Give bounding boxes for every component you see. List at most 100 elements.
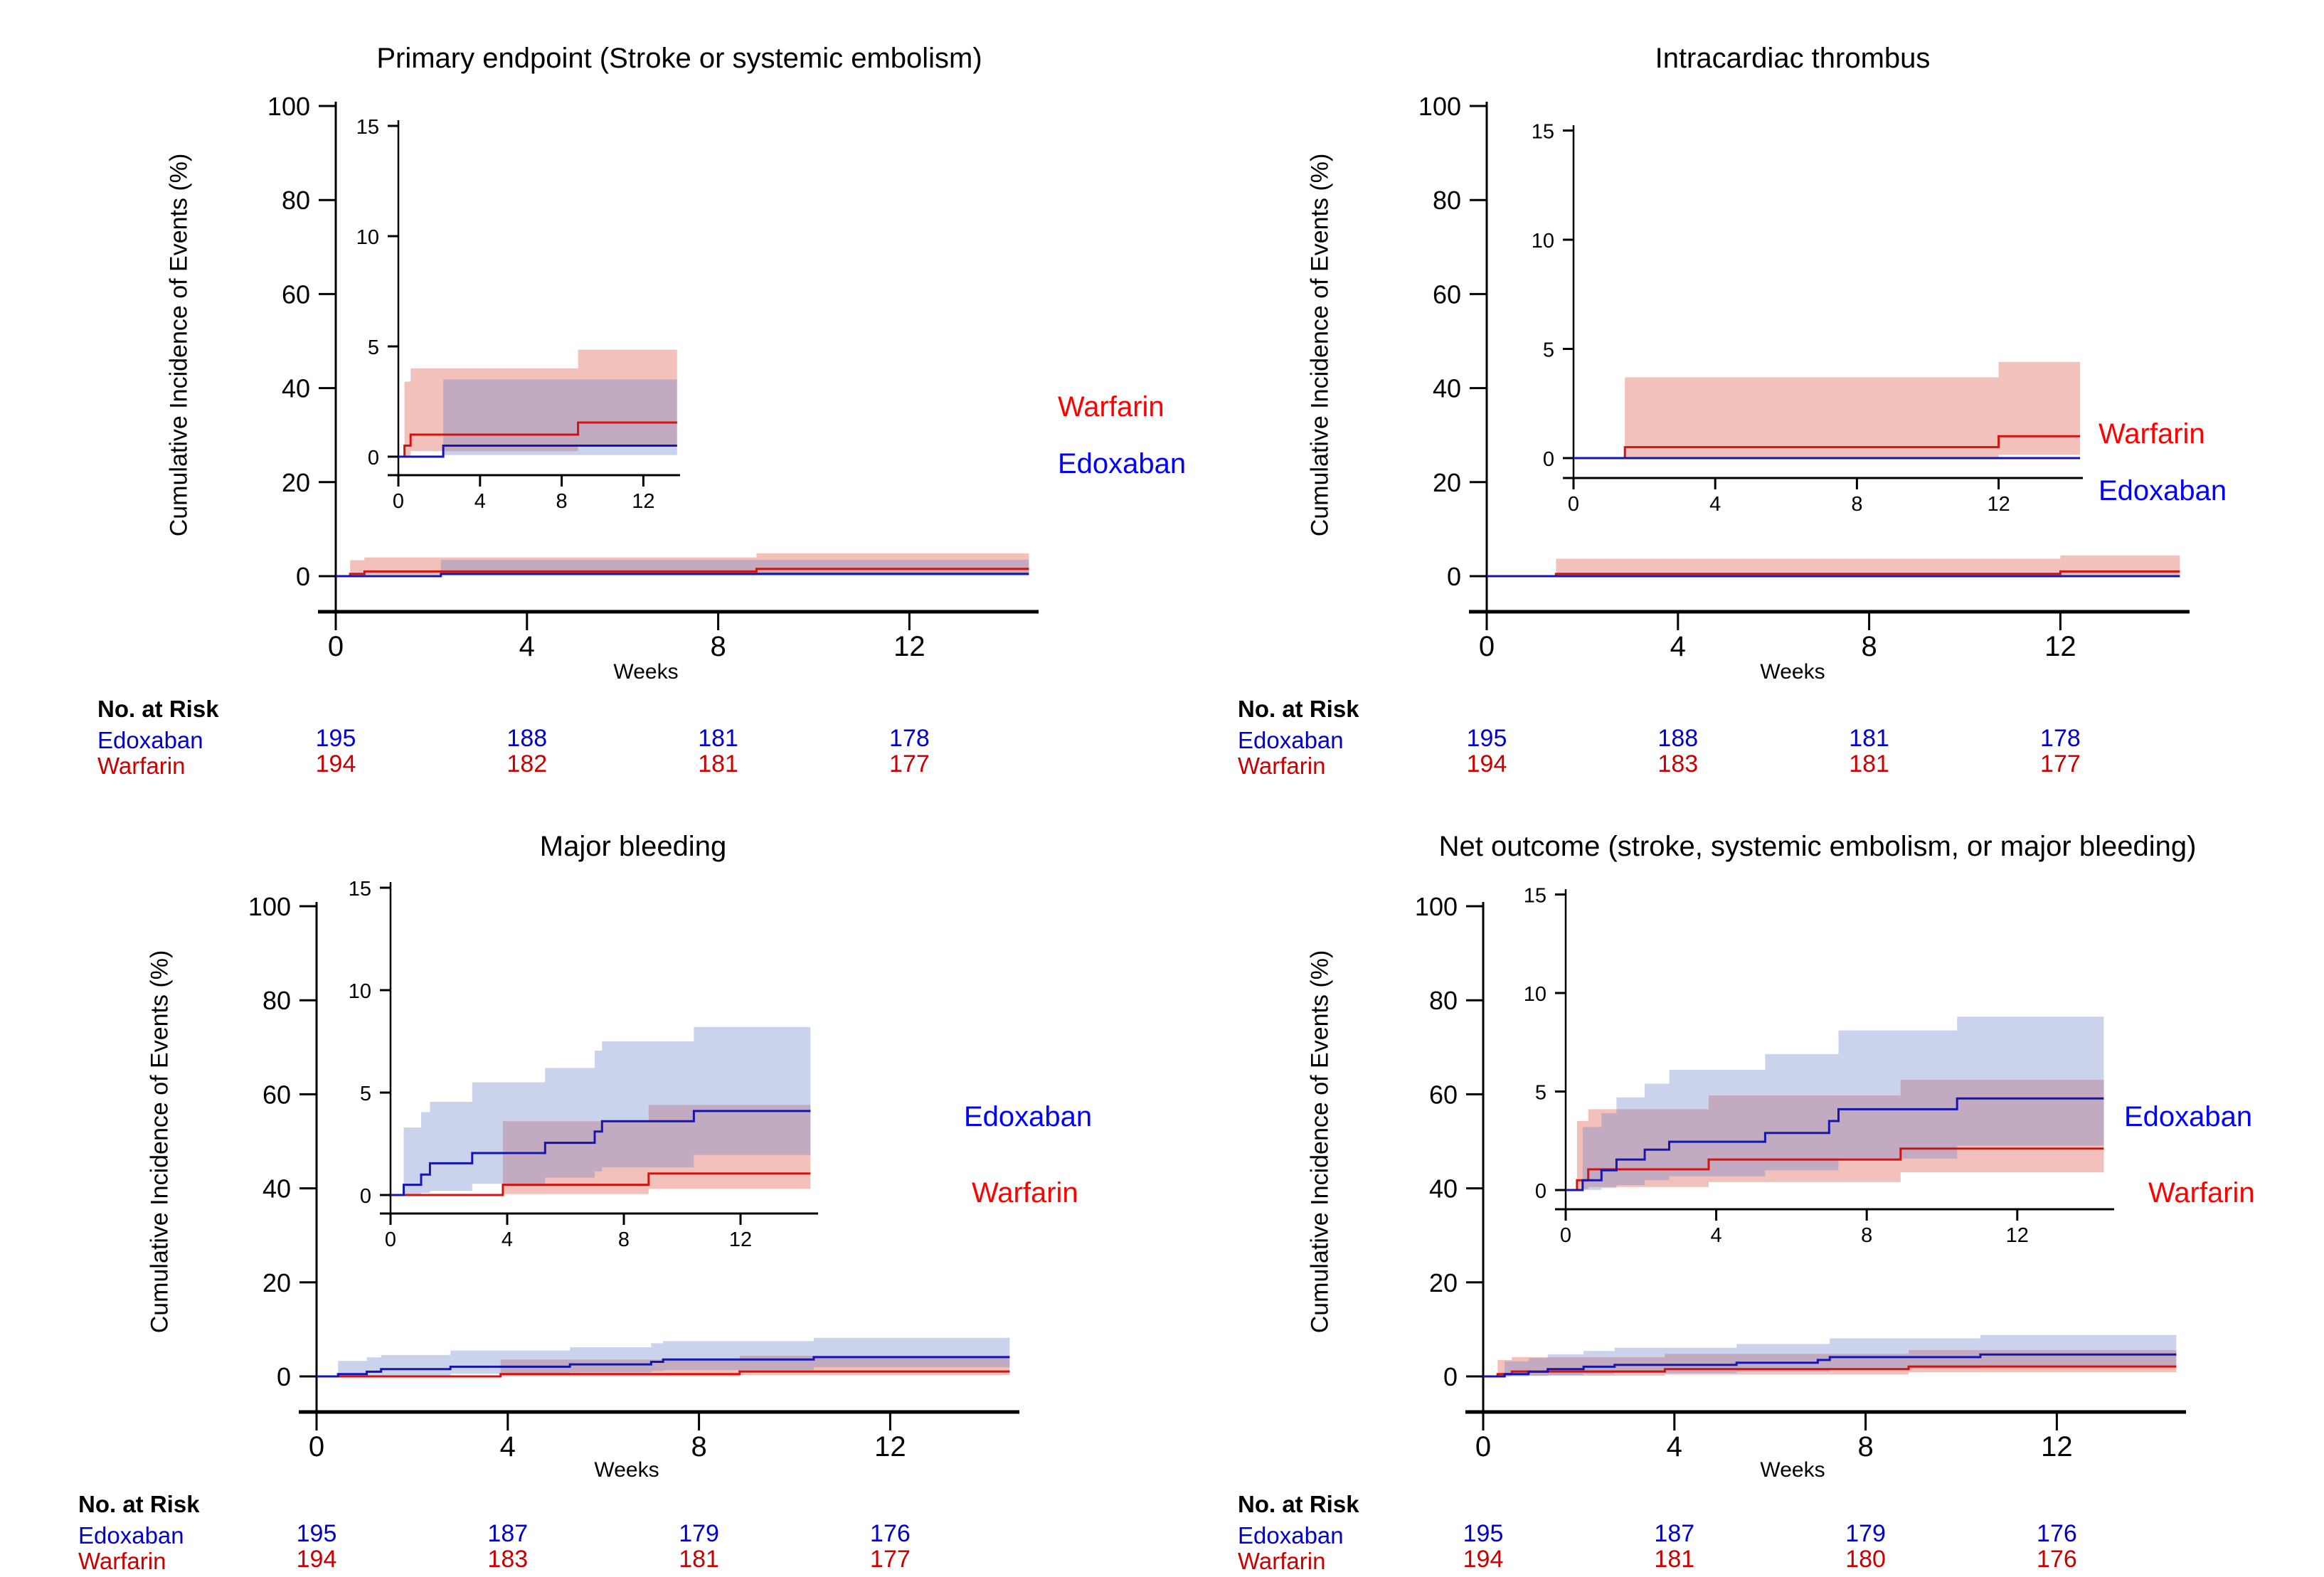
edoxaban-ci-band-inset <box>1582 1016 2104 1190</box>
panel2-risk-row-warfarin: Warfarin <box>1238 753 1326 779</box>
panel2-y-axis-label: Cumulative Incidence of Events (%) <box>1306 153 1334 537</box>
risk-count-edoxaban: 187 <box>1654 1520 1694 1547</box>
risk-count-edoxaban: 188 <box>506 725 547 752</box>
panel3-title: Major bleeding <box>539 831 727 862</box>
y-tick-label: 20 <box>1433 468 1461 497</box>
risk-count-edoxaban: 179 <box>1845 1520 1886 1547</box>
y-tick-label: 15 <box>1532 121 1554 144</box>
panel1-title: Primary endpoint (Stroke or systemic emb… <box>376 43 982 74</box>
y-tick-label: 80 <box>262 986 291 1015</box>
y-tick-label: 0 <box>368 447 379 469</box>
risk-count-warfarin: 194 <box>1463 1546 1504 1573</box>
inset-axes: 0 5 10 15 0 4 8 12 <box>356 116 680 513</box>
y-tick-label: 0 <box>1443 1362 1458 1391</box>
y-tick-label: 10 <box>1524 983 1546 1006</box>
x-tick-label: 0 <box>1560 1224 1571 1247</box>
risk-count-edoxaban: 187 <box>487 1520 528 1547</box>
risk-count-warfarin: 177 <box>870 1546 911 1573</box>
x-tick-label: 0 <box>1479 631 1495 662</box>
x-tick-label: 0 <box>1475 1431 1491 1462</box>
y-tick-label: 5 <box>1535 1082 1546 1105</box>
warfarin-ci-band-main <box>1556 555 2180 576</box>
x-tick-label: 8 <box>618 1228 630 1251</box>
risk-count-edoxaban: 188 <box>1657 725 1698 752</box>
y-tick-label: 20 <box>1429 1268 1458 1297</box>
y-tick-label: 100 <box>267 92 310 121</box>
y-tick-label: 15 <box>1524 885 1546 908</box>
y-tick-label: 10 <box>349 980 371 1003</box>
x-tick-label: 0 <box>385 1228 396 1251</box>
risk-count-edoxaban: 181 <box>698 725 738 752</box>
y-tick-label: 0 <box>1535 1180 1546 1203</box>
warfarin-ci-band-inset <box>502 1105 811 1194</box>
y-tick-label: 5 <box>1543 339 1554 362</box>
warfarin-ci-band-inset <box>1625 361 2081 457</box>
edoxaban-curve-inset <box>398 445 677 458</box>
y-tick-label: 100 <box>248 892 291 921</box>
y-tick-label: 15 <box>349 878 371 901</box>
x-tick-label: 12 <box>874 1431 906 1462</box>
risk-count-warfarin: 194 <box>297 1546 337 1573</box>
warfarin-curve-inset <box>398 421 677 458</box>
risk-count-edoxaban: 176 <box>2037 1520 2077 1547</box>
x-tick-label: 8 <box>1861 1224 1872 1247</box>
risk-count-edoxaban: 179 <box>679 1520 719 1547</box>
x-tick-label: 4 <box>1670 631 1686 662</box>
panel3-y-axis-label: Cumulative Incidence of Events (%) <box>146 950 174 1334</box>
y-tick-label: 60 <box>1433 280 1461 309</box>
y-tick-label: 40 <box>1429 1174 1458 1204</box>
panel4-risk-row-warfarin: Warfarin <box>1238 1548 1326 1574</box>
panel3-x-axis-label: Weeks <box>594 1458 659 1482</box>
risk-count-edoxaban: 178 <box>889 725 930 752</box>
warfarin-curve-inset <box>391 1172 811 1196</box>
risk-count-edoxaban: 195 <box>297 1520 337 1547</box>
y-tick-label: 60 <box>1429 1080 1458 1109</box>
warfarin-curve-inset <box>1566 1147 2104 1191</box>
panel1-x-axis-label: Weeks <box>613 660 679 684</box>
x-tick-label: 8 <box>1861 631 1877 662</box>
risk-count-edoxaban: 181 <box>1849 725 1889 752</box>
edoxaban-curve-inset <box>1566 1097 2104 1191</box>
y-tick-label: 40 <box>282 374 310 403</box>
panel4-risk-row-edoxaban: Edoxaban <box>1238 1522 1344 1549</box>
risk-count-edoxaban: 176 <box>870 1520 911 1547</box>
risk-count-warfarin: 177 <box>889 750 930 777</box>
x-tick-label: 12 <box>893 631 925 662</box>
y-tick-label: 5 <box>368 336 379 359</box>
risk-count-edoxaban: 178 <box>2040 725 2081 752</box>
y-tick-label: 60 <box>262 1080 291 1109</box>
x-tick-label: 4 <box>519 631 535 662</box>
y-tick-label: 80 <box>1429 986 1458 1015</box>
y-tick-label: 80 <box>1433 186 1461 215</box>
x-tick-label: 4 <box>502 1228 513 1251</box>
warfarin-curve-main <box>1483 1365 2177 1378</box>
panel4-x-axis-label: Weeks <box>1760 1458 1825 1482</box>
risk-count-warfarin: 181 <box>1849 750 1889 777</box>
y-tick-label: 0 <box>1543 448 1554 471</box>
inset-axes: 0 5 10 15 0 4 8 12 <box>349 878 818 1251</box>
inset-axes: 0 5 10 15 0 4 8 12 <box>1532 121 2083 516</box>
y-tick-label: 10 <box>1532 230 1554 253</box>
warfarin-ci-band-inset <box>404 349 677 456</box>
x-tick-label: 12 <box>632 490 654 513</box>
x-tick-label: 0 <box>309 1431 324 1462</box>
panel2-risk-row-edoxaban: Edoxaban <box>1238 727 1344 753</box>
panel1-risk-header: No. at Risk <box>97 696 219 722</box>
y-tick-label: 10 <box>356 226 379 249</box>
panel1-legend-warfarin: Warfarin <box>1058 391 1164 423</box>
y-tick-label: 0 <box>1447 562 1461 591</box>
y-tick-label: 80 <box>282 186 310 215</box>
x-tick-label: 0 <box>1568 493 1579 516</box>
edoxaban-curve-main <box>1483 1353 2177 1378</box>
risk-count-warfarin: 182 <box>506 750 547 777</box>
x-tick-label: 8 <box>1851 493 1862 516</box>
x-tick-label: 4 <box>500 1431 516 1462</box>
panel2-legend-edoxaban: Edoxaban <box>2099 475 2227 506</box>
risk-count-warfarin: 183 <box>487 1546 528 1573</box>
